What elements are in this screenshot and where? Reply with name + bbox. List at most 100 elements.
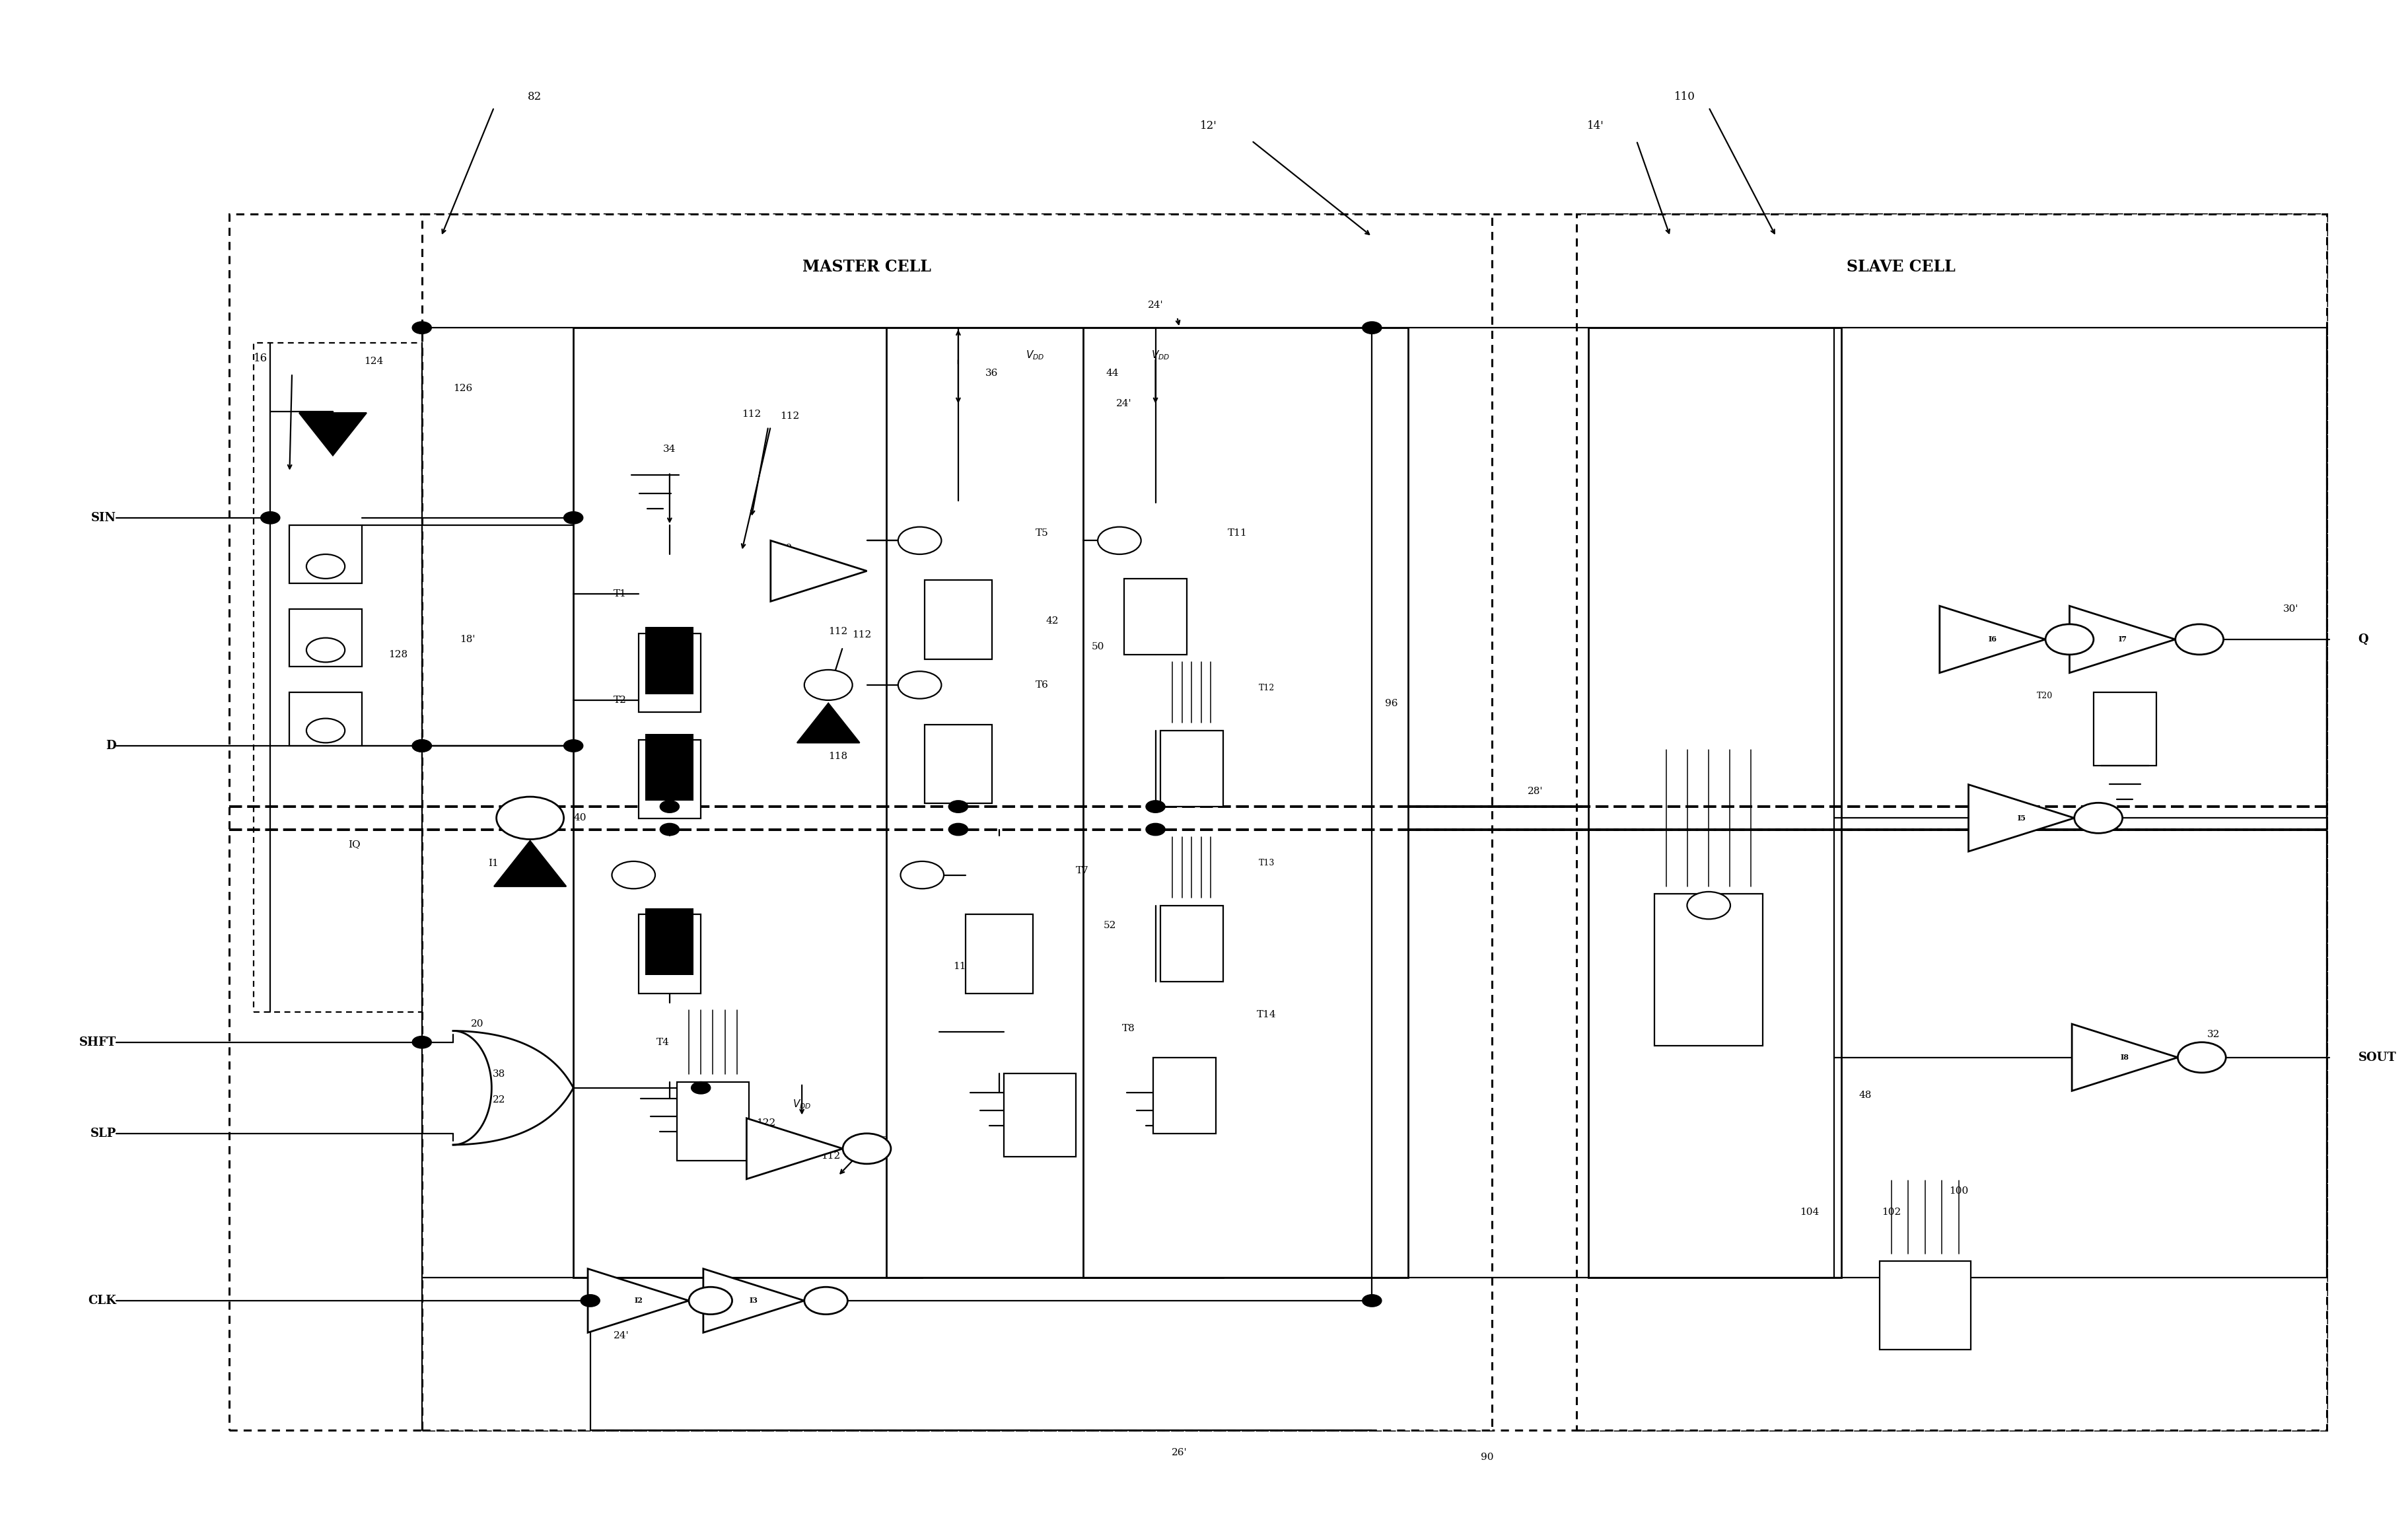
Text: I2: I2 [633, 1297, 643, 1304]
Circle shape [412, 740, 431, 752]
Text: 116: 116 [954, 962, 973, 971]
Text: T1: T1 [614, 589, 626, 598]
Text: 122: 122 [756, 1119, 775, 1128]
Text: T6: T6 [1035, 680, 1047, 689]
Bar [925, 580, 992, 659]
Text: 50: 50 [1091, 642, 1105, 651]
Text: 120: 120 [773, 543, 792, 552]
Text: I6: I6 [1989, 636, 1996, 642]
Text: 96: 96 [1385, 699, 1397, 708]
Text: T3: T3 [614, 871, 626, 880]
Text: 14': 14' [1587, 120, 1604, 131]
Text: T5: T5 [1035, 528, 1047, 537]
Text: 32: 32 [2208, 1030, 2220, 1040]
Text: 42: 42 [1045, 616, 1060, 626]
Circle shape [412, 321, 431, 333]
Text: 12': 12' [1199, 120, 1216, 131]
Text: 128: 128 [388, 650, 407, 659]
Circle shape [563, 511, 583, 524]
Bar [925, 724, 992, 804]
Text: 124: 124 [364, 356, 383, 365]
Text: MASTER CELL: MASTER CELL [802, 259, 932, 275]
Circle shape [804, 670, 852, 700]
Text: 48: 48 [1859, 1091, 1871, 1100]
Bar [966, 915, 1033, 994]
Text: Q: Q [2357, 633, 2369, 645]
Text: 40: 40 [573, 813, 585, 822]
Text: SIN: SIN [92, 511, 116, 524]
Text: 22: 22 [491, 1096, 506, 1105]
Text: 90: 90 [1481, 1452, 1493, 1461]
Text: SLAVE CELL: SLAVE CELL [1847, 259, 1955, 275]
Circle shape [691, 1082, 710, 1094]
Circle shape [689, 1288, 732, 1315]
Text: T13: T13 [1259, 858, 1274, 868]
Bar [421, 213, 1493, 1429]
Text: T2: T2 [614, 696, 626, 705]
Circle shape [1146, 823, 1165, 836]
Polygon shape [2071, 1024, 2177, 1091]
Bar [573, 327, 922, 1278]
Text: 52: 52 [1103, 921, 1117, 930]
Circle shape [949, 823, 968, 836]
Text: 118: 118 [828, 752, 848, 761]
Circle shape [949, 801, 968, 813]
Bar [289, 609, 361, 667]
Bar [638, 740, 701, 819]
Circle shape [660, 823, 679, 836]
Text: 30': 30' [2283, 604, 2300, 613]
Circle shape [306, 554, 344, 578]
Circle shape [2174, 624, 2223, 654]
Bar [886, 327, 1223, 1278]
Circle shape [898, 527, 942, 554]
Text: 28': 28' [1527, 787, 1544, 796]
Bar [638, 633, 701, 712]
Bar [1125, 578, 1187, 654]
Text: I8: I8 [2121, 1053, 2129, 1061]
Circle shape [898, 671, 942, 699]
Text: 24': 24' [1117, 399, 1132, 408]
Bar [229, 213, 2326, 1429]
Text: 16: 16 [253, 353, 267, 364]
Circle shape [901, 861, 944, 889]
Circle shape [306, 638, 344, 662]
Text: 20: 20 [470, 1020, 484, 1029]
Circle shape [1363, 1295, 1382, 1307]
Text: T7: T7 [1076, 866, 1088, 875]
Circle shape [2044, 624, 2093, 654]
Circle shape [496, 796, 563, 839]
Polygon shape [494, 840, 566, 886]
Circle shape [580, 1295, 600, 1307]
Text: 126: 126 [453, 384, 472, 393]
Circle shape [260, 511, 279, 524]
Text: T12: T12 [1259, 683, 1274, 693]
Bar [2093, 693, 2155, 766]
Circle shape [412, 740, 431, 752]
Text: SOUT: SOUT [2357, 1052, 2396, 1064]
Bar [638, 915, 701, 994]
Text: T4: T4 [657, 1038, 669, 1047]
Text: 26': 26' [1173, 1447, 1187, 1457]
Text: 82: 82 [527, 91, 542, 102]
Text: 112: 112 [821, 1152, 840, 1161]
Text: SLP: SLP [92, 1128, 116, 1140]
Circle shape [660, 801, 679, 813]
Text: T8: T8 [1122, 1024, 1134, 1033]
Bar [645, 627, 694, 694]
Text: 36: 36 [985, 368, 999, 377]
Polygon shape [2068, 606, 2174, 673]
Polygon shape [797, 703, 860, 743]
Circle shape [612, 861, 655, 889]
Text: 112: 112 [828, 627, 848, 636]
Text: 104: 104 [1801, 1208, 1820, 1218]
Text: 112: 112 [852, 630, 872, 639]
Polygon shape [1938, 606, 2044, 673]
Circle shape [804, 1288, 848, 1315]
Text: I1: I1 [489, 858, 498, 868]
Text: 34: 34 [662, 444, 677, 454]
Bar [1153, 1058, 1216, 1134]
Text: 18': 18' [460, 635, 474, 644]
Text: 112: 112 [869, 1137, 889, 1146]
Bar [289, 525, 361, 583]
Circle shape [563, 740, 583, 752]
